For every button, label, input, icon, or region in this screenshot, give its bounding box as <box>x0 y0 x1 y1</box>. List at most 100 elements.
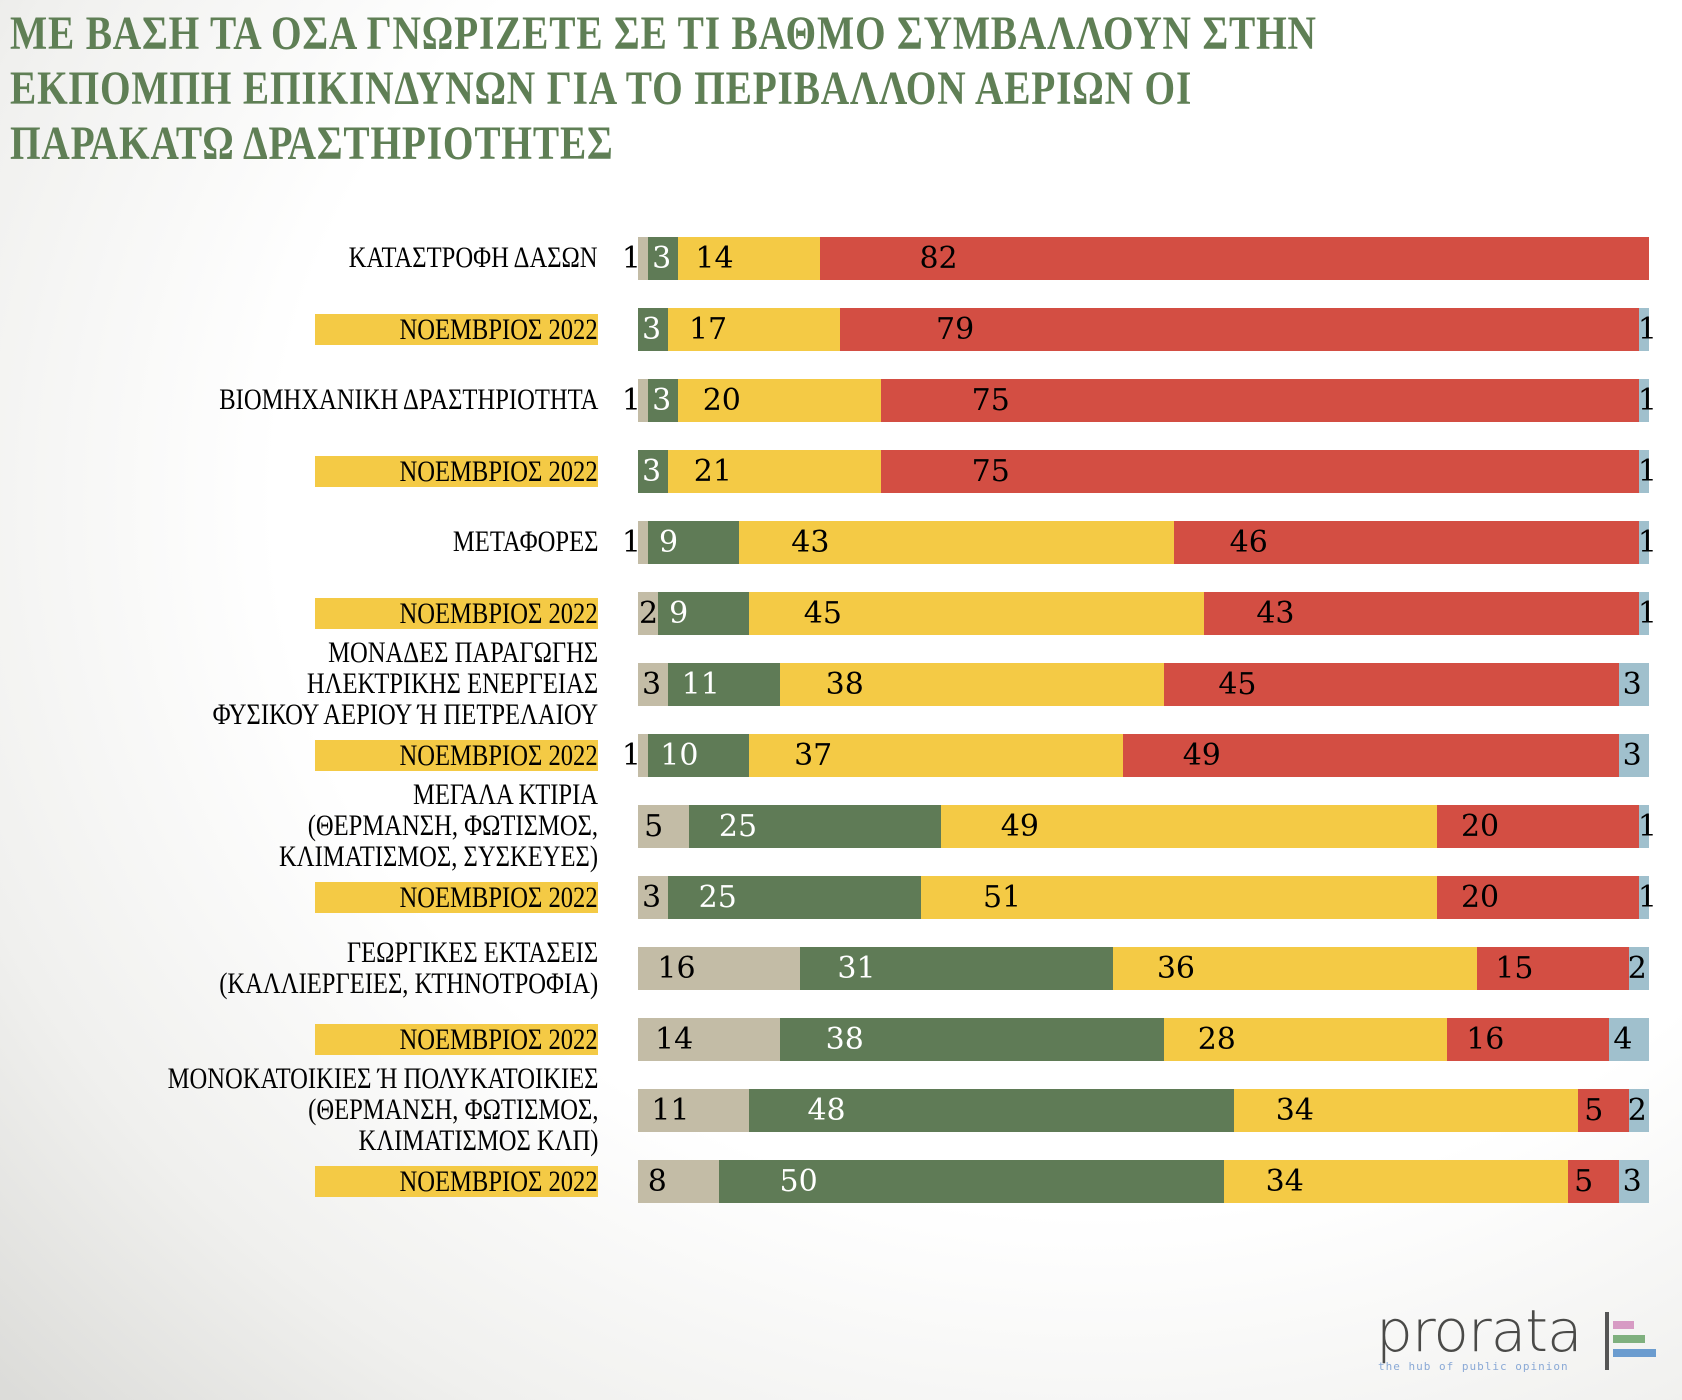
data-label: 75 <box>971 454 1010 489</box>
data-label: 45 <box>1218 667 1257 702</box>
data-label: 75 <box>971 383 1010 418</box>
data-label: 21 <box>693 454 732 489</box>
bar-segment-little <box>718 1160 1225 1203</box>
bar-segment-not-at-all <box>638 521 649 564</box>
data-label: 3 <box>652 383 672 418</box>
data-label: 25 <box>718 809 758 844</box>
row-label: ΜΟΝΑΔΕΣ ΠΑΡΑΓΩΓΗΣ ΗΛΕΚΤΡΙΚΗΣ ΕΝΕΡΓΕΙΑΣ ΦΥΣ… <box>128 637 598 730</box>
row-label: ΝΟΕΜΒΡΙΟΣ 2022 <box>399 880 598 914</box>
bar-segment-very-much <box>880 379 1639 422</box>
row-label: ΒΙΟΜΗΧΑΝΙΚΗ ΔΡΑΣΤΗΡΙΟΤΗΤΑ <box>136 384 598 415</box>
data-label: 1 <box>1637 880 1657 915</box>
row-label-line: ΜΕΓΑΛΑ ΚΤΙΡΙΑ <box>412 778 598 811</box>
data-label: 11 <box>681 667 720 702</box>
bar-segment-dont-know <box>1628 1089 1649 1132</box>
data-label: 48 <box>807 1093 846 1128</box>
bar-segment-dont-know <box>1638 805 1649 848</box>
data-label: 1 <box>1637 525 1657 560</box>
data-label: 51 <box>982 880 1022 915</box>
row-label: ΜΟΝΟΚΑΤΟΙΚΙΕΣ Ή ΠΟΛΥΚΑΤΟΙΚΙΕΣ (ΘΕΡΜΑΝΣΗ, … <box>73 1063 598 1156</box>
prorata-logo: prorata the hub of public opinion <box>1376 1300 1666 1380</box>
bar-segment-not-at-all <box>638 1018 780 1061</box>
data-label: 1 <box>1637 809 1657 844</box>
bar-segment-very-much <box>1436 805 1639 848</box>
data-label: 17 <box>688 312 728 347</box>
row-label-line: (ΚΑΛΛΙΕΡΓΕΙΕΣ, ΚΤΗΝΟΤΡΟΦΙΑ) <box>219 966 598 1000</box>
row-label-line: ΚΛΙΜΑΤΙΣΜΟΣ, ΣΥΣΚΕΥΕΣ) <box>278 840 598 873</box>
bar-segment-not-at-all <box>638 1160 719 1203</box>
bar-segment-little <box>638 450 669 493</box>
data-label: 14 <box>695 241 734 276</box>
data-label: 3 <box>1622 738 1642 773</box>
data-label: 38 <box>825 1022 864 1057</box>
bar-segment-very-much <box>880 450 1639 493</box>
bar-segment-very-much <box>1123 734 1619 777</box>
data-label: 9 <box>669 596 689 631</box>
logo-tagline: the hub of public opinion <box>1378 1360 1569 1373</box>
row-label: ΝΟΕΜΒΡΙΟΣ 2022 <box>399 454 598 488</box>
label-highlight <box>315 455 598 487</box>
bar-segment-much <box>921 876 1437 919</box>
logo-divider <box>1605 1312 1609 1370</box>
data-label: 1 <box>1637 383 1657 418</box>
data-label: 3 <box>642 454 662 489</box>
data-label: 31 <box>837 951 876 986</box>
bar-segment-little <box>638 308 669 351</box>
bar-segment-very-much <box>1477 947 1629 990</box>
bar-segment-much <box>749 734 1124 777</box>
row-label-line: ΚΑΤΑΣΤΡΟΦΗ ΔΑΣΩΝ <box>349 241 598 274</box>
bar-segment-much <box>941 805 1437 848</box>
bar-segment-little <box>668 663 780 706</box>
data-label: 1 <box>621 241 641 276</box>
row-label-line: ΜΕΤΑΦΟΡΕΣ <box>452 525 598 558</box>
data-label: 38 <box>825 667 864 702</box>
bar-segment-very-much <box>1446 1018 1609 1061</box>
row-label: ΝΟΕΜΒΡΙΟΣ 2022 <box>399 1022 598 1056</box>
bar-segment-dont-know <box>1608 1018 1649 1061</box>
data-label: 3 <box>642 312 662 347</box>
bar-segment-little <box>688 805 942 848</box>
data-label: 45 <box>803 596 842 631</box>
bar-segment-not-at-all <box>638 237 649 280</box>
data-label: 2 <box>1627 951 1647 986</box>
logo-bar-pink <box>1613 1321 1634 1329</box>
bar-segment-much <box>1224 1160 1569 1203</box>
row-label-line: (ΘΕΡΜΑΝΣΗ, ΦΩΤΙΣΜΟΣ, <box>307 809 598 842</box>
label-highlight <box>315 1165 598 1197</box>
data-label: 3 <box>642 880 662 915</box>
bar-segment-dont-know <box>1618 1160 1649 1203</box>
bar-segment-little <box>648 379 679 422</box>
data-label: 37 <box>794 738 833 773</box>
bar-segment-not-at-all <box>638 734 649 777</box>
bar-segment-little <box>668 876 922 919</box>
data-label: 49 <box>1182 738 1221 773</box>
bar-segment-very-much <box>819 237 1649 280</box>
bar-segment-much <box>749 592 1205 635</box>
data-label: 1 <box>1637 312 1657 347</box>
data-label: 5 <box>1574 1164 1594 1199</box>
data-label: 9 <box>659 525 679 560</box>
row-label-line: (ΘΕΡΜΑΝΣΗ, ΦΩΤΙΣΜΟΣ, <box>307 1093 598 1126</box>
bar-segment-dont-know <box>1638 450 1649 493</box>
data-label: 3 <box>1622 1164 1642 1199</box>
logo-bar-blue <box>1613 1349 1656 1357</box>
data-label: 79 <box>936 312 975 347</box>
bar-segment-dont-know <box>1638 308 1649 351</box>
data-label: 5 <box>644 809 664 844</box>
data-label: 1 <box>621 525 641 560</box>
row-label: ΝΟΕΜΒΡΙΟΣ 2022 <box>399 738 598 772</box>
bar-segment-little <box>648 734 750 777</box>
data-label: 20 <box>1460 880 1500 915</box>
title-line-2: ΕΚΠΟΜΠΗ ΕΠΙΚΙΝΔΥΝΩΝ ΓΙΑ ΤΟ ΠΕΡΙΒΑΛΛΟΝ ΑΕ… <box>10 62 1193 115</box>
row-label: ΜΕΓΑΛΑ ΚΤΙΡΙΑ (ΘΕΡΜΑΝΣΗ, ΦΩΤΙΣΜΟΣ, ΚΛΙΜΑΤΙ… <box>209 779 598 872</box>
bar-segment-not-at-all <box>638 663 669 706</box>
bar-segment-dont-know <box>1618 663 1649 706</box>
row-label-line: ΗΛΕΚΤΡΙΚΗΣ ΕΝΕΡΓΕΙΑΣ <box>306 667 598 700</box>
data-label: 49 <box>1000 809 1039 844</box>
data-label: 25 <box>698 880 737 915</box>
bar-segment-much <box>779 663 1164 706</box>
data-label: 16 <box>657 951 696 986</box>
row-label-line: ΓΕΩΡΓΙΚΕΣ ΕΚΤΑΣΕΙΣ <box>346 935 598 969</box>
bar-segment-very-much <box>1173 521 1639 564</box>
